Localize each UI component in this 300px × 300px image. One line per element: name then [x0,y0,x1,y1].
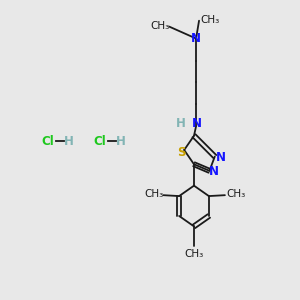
Text: H: H [176,117,186,130]
Text: CH₃: CH₃ [201,15,220,25]
Text: Cl: Cl [41,135,54,148]
Text: H: H [64,135,74,148]
Text: S: S [178,146,186,159]
Text: CH₃: CH₃ [150,21,169,31]
Text: N: N [192,117,202,130]
Text: N: N [216,151,226,164]
Text: N: N [209,166,219,178]
Text: Cl: Cl [93,135,106,148]
Text: CH₃: CH₃ [144,189,163,199]
Text: N: N [191,32,201,45]
Text: H: H [116,135,126,148]
Text: CH₃: CH₃ [184,249,204,259]
Text: CH₃: CH₃ [226,189,246,199]
